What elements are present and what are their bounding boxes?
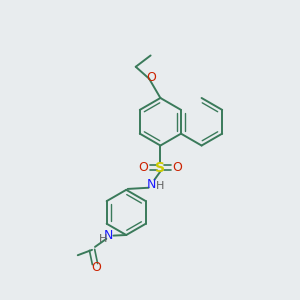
Text: O: O: [146, 71, 156, 84]
Text: S: S: [155, 161, 165, 175]
Text: H: H: [99, 234, 107, 244]
Text: O: O: [173, 161, 183, 174]
Text: N: N: [147, 178, 156, 191]
Text: H: H: [156, 181, 164, 191]
Text: O: O: [91, 261, 101, 274]
Text: O: O: [138, 161, 148, 174]
Text: N: N: [104, 230, 113, 242]
